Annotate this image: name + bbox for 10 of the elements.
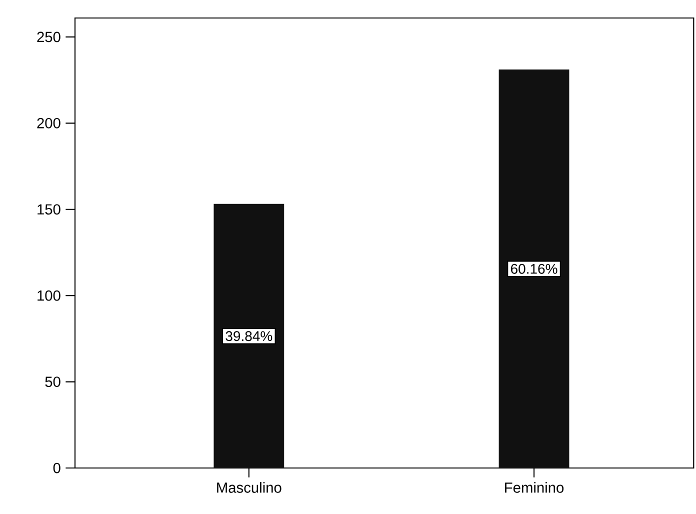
y-tick-label: 50 [45, 376, 60, 387]
y-tick-label: 250 [37, 32, 60, 42]
y-tick-label: 150 [38, 204, 60, 215]
annotation: 60.16% [510, 264, 558, 274]
annotation: 39.84% [226, 331, 272, 342]
y-tick-label: 200 [37, 118, 60, 128]
y-tick-label: 0 [53, 462, 60, 474]
x-tick-label: Masculino [217, 482, 282, 493]
y-tick-label: 100 [38, 290, 60, 301]
x-tick-label: Feminino [505, 482, 564, 493]
